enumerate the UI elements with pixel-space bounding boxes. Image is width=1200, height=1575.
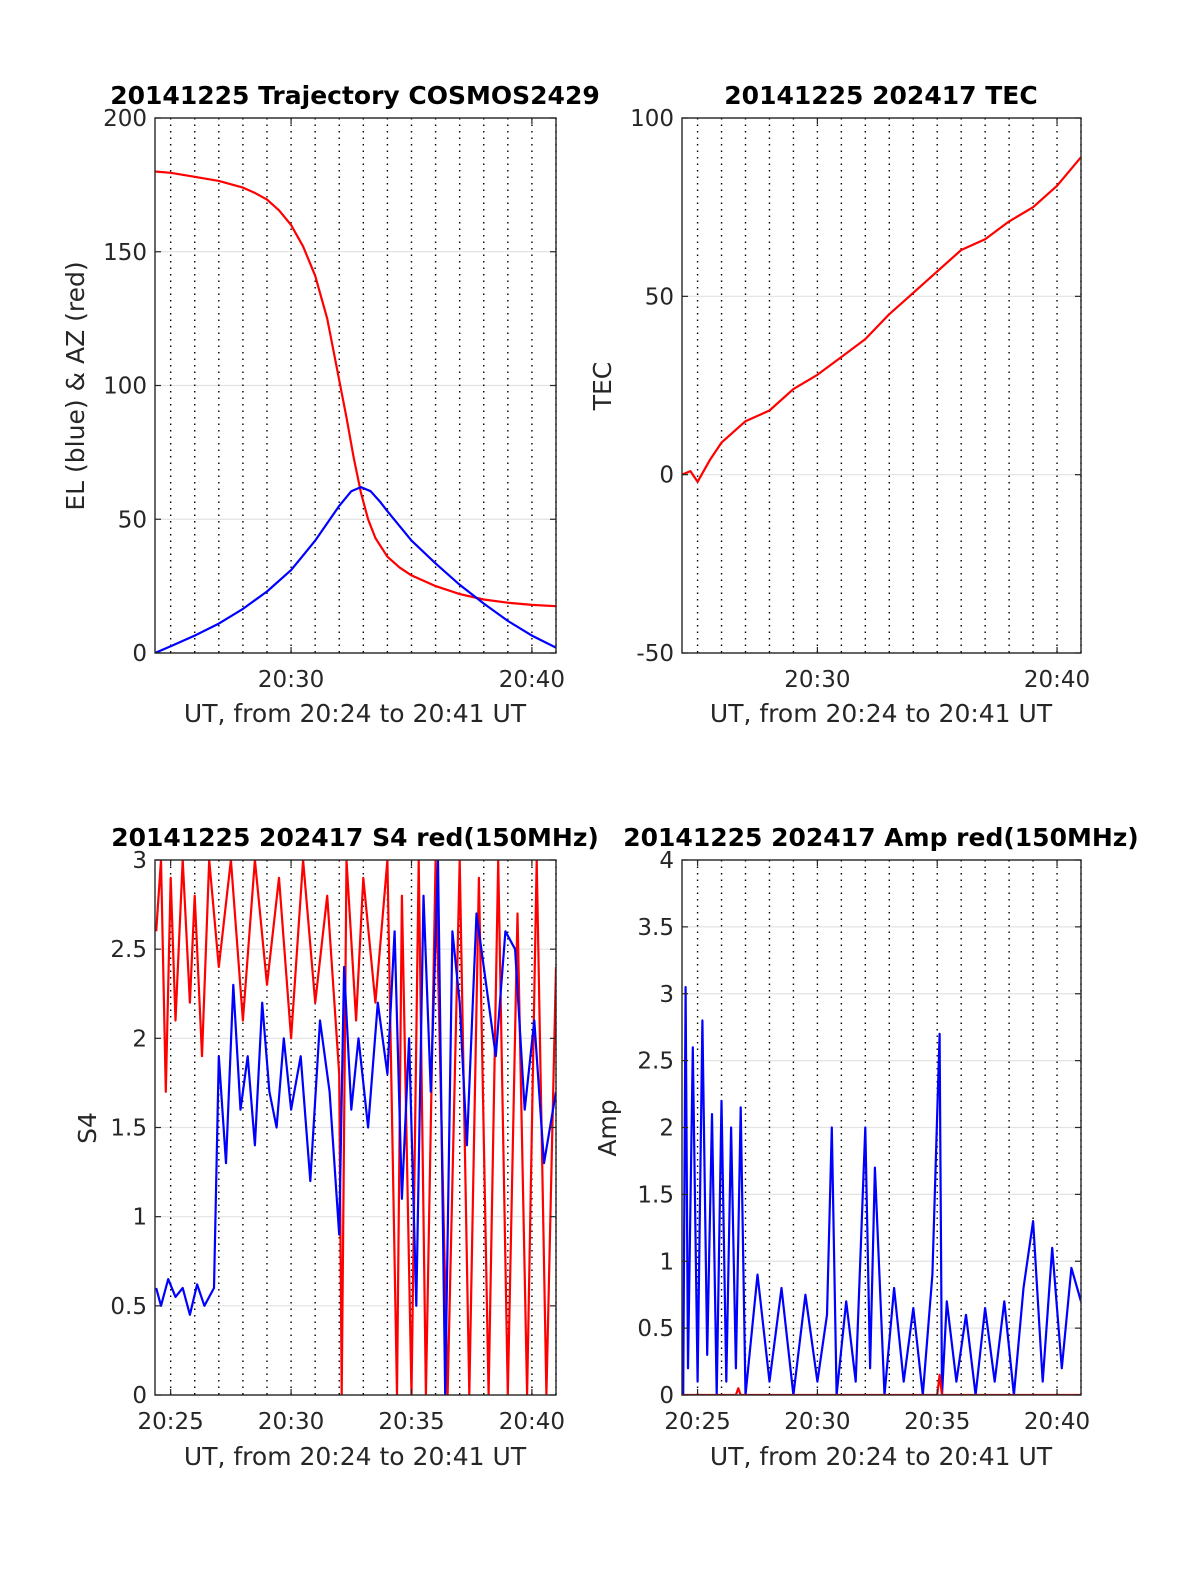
tec-x-tick-label: 20:40 <box>1024 667 1090 693</box>
amp-y-tick-label: 2 <box>659 1116 674 1142</box>
s4-series-line <box>155 860 556 1395</box>
tec-title: 20141225 202417 TEC <box>724 81 1037 110</box>
amp-x-label: UT, from 20:24 to 20:41 UT <box>710 1442 1053 1471</box>
s4-y-tick-label: 2.5 <box>110 937 147 963</box>
amp-x-tick-label: 20:25 <box>664 1409 730 1435</box>
trajectory-y-label: EL (blue) & AZ (red) <box>61 261 90 510</box>
tec-series-line <box>682 156 1081 483</box>
amp-y-label: Amp <box>593 1099 622 1156</box>
s4-y-tick-label: 2 <box>132 1026 147 1052</box>
trajectory-title: 20141225 Trajectory COSMOS2429 <box>110 81 600 110</box>
trajectory-panel: 20141225 Trajectory COSMOS2429 UT, from … <box>61 81 600 728</box>
trajectory-y-tick-label: 50 <box>118 507 147 533</box>
tec-x-label: UT, from 20:24 to 20:41 UT <box>710 699 1053 728</box>
trajectory-y-tick-label: 200 <box>103 106 147 132</box>
trajectory-x-label: UT, from 20:24 to 20:41 UT <box>184 699 527 728</box>
trajectory-series-line <box>155 486 556 653</box>
s4-y-tick-label: 1.5 <box>110 1116 147 1142</box>
amp-series-line <box>683 1373 1081 1395</box>
s4-x-tick-label: 20:30 <box>258 1409 324 1435</box>
amp-panel: 20141225 202417 Amp red(150MHz) UT, from… <box>593 823 1139 1471</box>
amp-x-tick-label: 20:35 <box>904 1409 970 1435</box>
tec-y-tick-label: -50 <box>636 641 674 667</box>
amp-y-tick-label: 0.5 <box>637 1316 674 1342</box>
amp-y-tick-label: 3 <box>659 982 674 1008</box>
s4-x-tick-label: 20:40 <box>499 1409 565 1435</box>
tec-y-label: TEC <box>588 362 617 412</box>
amp-y-tick-label: 0 <box>659 1383 674 1409</box>
s4-y-label: S4 <box>73 1112 102 1144</box>
s4-series-line <box>155 860 556 1395</box>
tec-panel: 20141225 202417 TEC UT, from 20:24 to 20… <box>588 81 1090 728</box>
s4-y-tick-label: 3 <box>132 848 147 874</box>
trajectory-y-tick-label: 100 <box>103 374 147 400</box>
s4-title: 20141225 202417 S4 red(150MHz) <box>111 823 599 852</box>
amp-title: 20141225 202417 Amp red(150MHz) <box>623 823 1139 852</box>
amp-series-line <box>682 985 1081 1395</box>
s4-y-tick-label: 0 <box>132 1383 147 1409</box>
amp-y-tick-label: 1.5 <box>637 1182 674 1208</box>
s4-panel: 20141225 202417 S4 red(150MHz) UT, from … <box>73 823 599 1471</box>
amp-y-tick-label: 3.5 <box>637 915 674 941</box>
trajectory-series-line <box>155 170 556 608</box>
amp-y-tick-label: 1 <box>659 1249 674 1275</box>
amp-x-tick-label: 20:40 <box>1024 1409 1090 1435</box>
s4-y-tick-label: 0.5 <box>110 1294 147 1320</box>
s4-x-label: UT, from 20:24 to 20:41 UT <box>184 1442 527 1471</box>
tec-axes-box <box>681 117 1082 654</box>
trajectory-x-tick-label: 20:30 <box>258 667 324 693</box>
trajectory-y-tick-label: 0 <box>132 641 147 667</box>
amp-y-tick-label: 4 <box>659 848 674 874</box>
amp-y-tick-label: 2.5 <box>637 1049 674 1075</box>
tec-x-tick-label: 20:30 <box>784 667 850 693</box>
s4-y-tick-label: 1 <box>132 1205 147 1231</box>
s4-x-tick-label: 20:25 <box>138 1409 204 1435</box>
trajectory-x-tick-label: 20:40 <box>499 667 565 693</box>
tec-y-tick-label: 0 <box>659 463 674 489</box>
s4-x-tick-label: 20:35 <box>378 1409 444 1435</box>
amp-x-tick-label: 20:30 <box>784 1409 850 1435</box>
tec-y-tick-label: 100 <box>630 106 674 132</box>
tec-y-tick-label: 50 <box>645 284 674 310</box>
trajectory-y-tick-label: 150 <box>103 240 147 266</box>
